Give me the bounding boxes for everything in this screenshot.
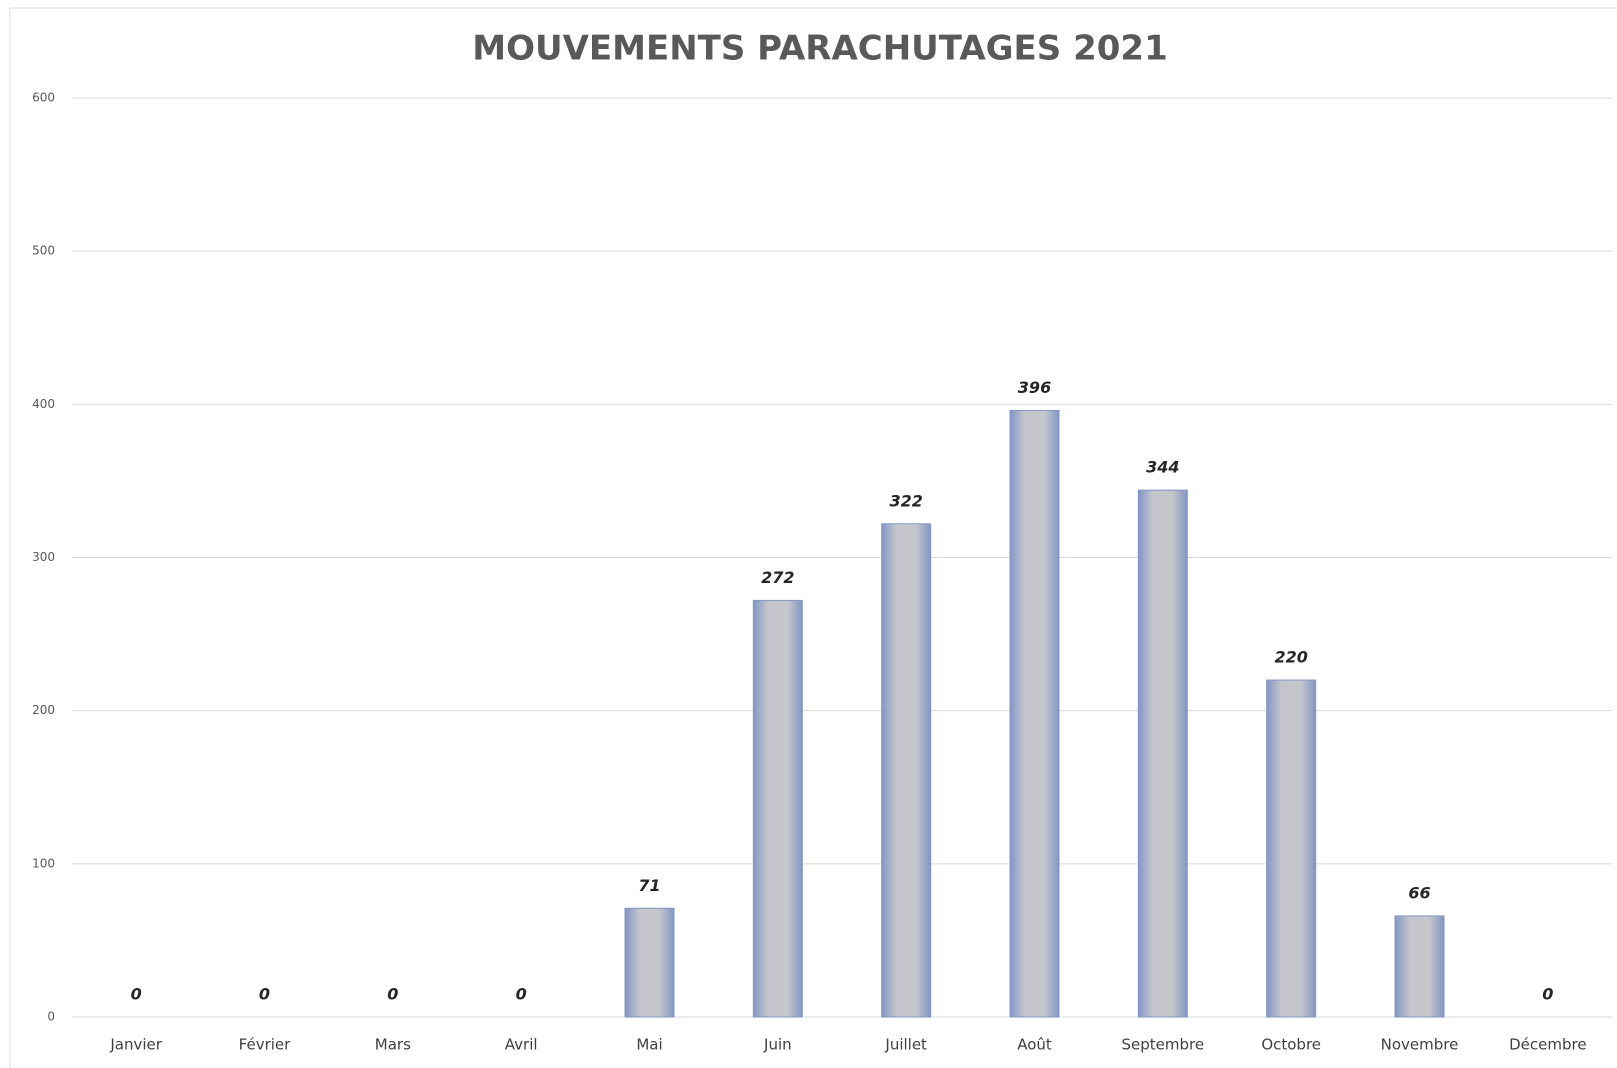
data-label: 344: [1146, 458, 1179, 477]
data-label: 322: [889, 491, 922, 510]
x-tick-label: Janvier: [109, 1036, 162, 1054]
data-label: 0: [131, 985, 142, 1004]
bar: [1266, 679, 1317, 1018]
x-tick-label: Octobre: [1261, 1036, 1321, 1054]
bar: [1137, 489, 1188, 1018]
data-label: 272: [761, 568, 794, 587]
bar: [881, 523, 932, 1018]
y-tick-label: 300: [32, 550, 55, 564]
x-tick-label: Août: [1017, 1036, 1052, 1054]
x-tick-label: Juin: [763, 1036, 792, 1054]
bar: [624, 907, 675, 1018]
x-tick-label: Février: [239, 1036, 291, 1054]
y-tick-label: 400: [32, 397, 55, 411]
data-label: 0: [387, 985, 398, 1004]
y-tick-label: 0: [47, 1010, 55, 1024]
y-tick-label: 100: [32, 856, 55, 870]
x-tick-label: Mars: [375, 1036, 411, 1054]
data-label: 66: [1408, 883, 1430, 902]
x-tick-label: Décembre: [1509, 1036, 1586, 1054]
x-tick-label: Juillet: [884, 1036, 927, 1054]
x-tick-label: Septembre: [1122, 1036, 1205, 1054]
y-tick-label: 500: [32, 244, 55, 258]
chart-title: MOUVEMENTS PARACHUTAGES 2021: [472, 29, 1168, 69]
data-label: 220: [1274, 648, 1307, 667]
x-tick-label: Avril: [505, 1036, 538, 1054]
x-tick-label: Mai: [636, 1036, 662, 1054]
bar: [752, 599, 803, 1018]
bar: [1394, 915, 1445, 1018]
x-tick-label: Novembre: [1381, 1036, 1459, 1054]
data-label: 0: [516, 985, 527, 1004]
y-tick-label: 600: [32, 91, 55, 105]
data-label: 71: [638, 876, 660, 895]
data-label: 396: [1018, 378, 1051, 397]
bar: [1009, 409, 1060, 1018]
y-tick-label: 200: [32, 703, 55, 717]
chart-border: [9, 7, 1617, 1068]
data-label: 0: [259, 985, 270, 1004]
data-label: 0: [1542, 985, 1553, 1004]
